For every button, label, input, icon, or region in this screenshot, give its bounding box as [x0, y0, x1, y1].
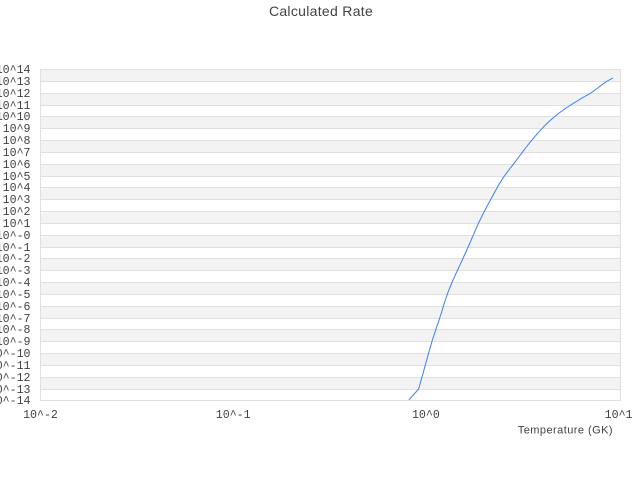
svg-text:10^13: 10^13 [0, 76, 31, 89]
svg-text:10^5: 10^5 [3, 171, 31, 184]
svg-text:10^-5: 10^-5 [0, 289, 31, 302]
svg-text:Temperature (GK): Temperature (GK) [518, 425, 613, 437]
svg-text:10^14: 10^14 [0, 64, 31, 77]
svg-text:10^1: 10^1 [605, 409, 633, 422]
svg-text:10^-7: 10^-7 [0, 313, 31, 326]
svg-text:10^-0: 10^-0 [0, 230, 31, 243]
svg-text:Calculated Rate: Calculated Rate [269, 3, 373, 19]
svg-text:10^1: 10^1 [3, 218, 31, 231]
svg-text:10^-4: 10^-4 [0, 277, 31, 290]
svg-text:10^0: 10^0 [412, 409, 440, 422]
svg-text:10^-8: 10^-8 [0, 324, 31, 337]
svg-text:10^4: 10^4 [3, 182, 31, 195]
svg-text:10^-11: 10^-11 [0, 360, 31, 373]
svg-text:10^-6: 10^-6 [0, 301, 31, 314]
svg-text:10^6: 10^6 [3, 159, 31, 172]
svg-text:10^-13: 10^-13 [0, 384, 31, 397]
svg-text:10^-10: 10^-10 [0, 348, 31, 361]
svg-text:10^-2: 10^-2 [23, 409, 58, 422]
svg-text:10^-1: 10^-1 [0, 242, 31, 255]
svg-text:10^-14: 10^-14 [0, 395, 31, 408]
svg-text:10^-9: 10^-9 [0, 336, 31, 349]
svg-text:10^3: 10^3 [3, 194, 31, 207]
svg-text:10^9: 10^9 [3, 123, 31, 136]
svg-text:10^7: 10^7 [3, 147, 31, 160]
svg-text:10^12: 10^12 [0, 88, 31, 101]
svg-text:10^10: 10^10 [0, 111, 31, 124]
svg-text:10^-1: 10^-1 [216, 409, 251, 422]
svg-text:10^-12: 10^-12 [0, 372, 31, 385]
svg-text:10^11: 10^11 [0, 100, 31, 113]
svg-text:10^2: 10^2 [3, 206, 31, 219]
svg-text:10^-2: 10^-2 [0, 253, 31, 266]
svg-text:10^8: 10^8 [3, 135, 31, 148]
svg-text:10^-3: 10^-3 [0, 265, 31, 278]
